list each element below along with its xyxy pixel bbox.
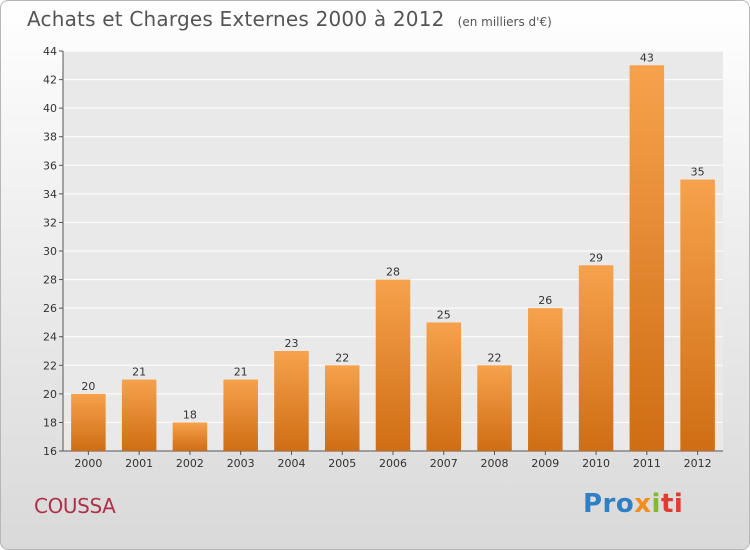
proxiti-logo: Proxiti: [583, 489, 683, 519]
chart-subtitle: (en milliers d'€): [457, 15, 552, 29]
bar: [578, 265, 614, 451]
x-tick-label: 2011: [633, 457, 661, 470]
y-tick-label: 32: [43, 216, 57, 229]
y-tick-label: 30: [43, 245, 57, 258]
x-tick-label: 2000: [74, 457, 102, 470]
bar-value-label: 25: [437, 308, 451, 321]
y-tick-label: 40: [43, 102, 57, 115]
place-name: COUSSA: [34, 494, 116, 518]
bar: [477, 365, 512, 451]
y-tick-label: 24: [43, 331, 57, 344]
bar-value-label: 43: [640, 51, 654, 64]
y-tick-label: 28: [43, 274, 57, 287]
x-tick-label: 2008: [481, 457, 509, 470]
logo-part: ti: [660, 489, 684, 519]
x-tick-label: 2010: [582, 457, 610, 470]
y-tick-label: 16: [43, 445, 57, 458]
bar: [121, 379, 157, 451]
bar: [324, 365, 360, 451]
y-tick-label: 18: [43, 416, 57, 429]
x-tick-label: 2012: [684, 457, 712, 470]
y-tick-label: 20: [43, 388, 57, 401]
bar: [71, 393, 106, 451]
y-tick-label: 26: [43, 302, 57, 315]
bar-value-label: 20: [81, 380, 95, 393]
x-tick-label: 2009: [531, 457, 559, 470]
y-tick-label: 34: [43, 188, 57, 201]
bar: [274, 351, 309, 451]
x-tick-label: 2007: [430, 457, 458, 470]
logo-part: x: [634, 489, 652, 519]
x-tick-label: 2003: [227, 457, 255, 470]
y-tick-label: 36: [43, 159, 57, 172]
y-tick-label: 22: [43, 359, 57, 372]
bar: [172, 422, 208, 451]
logo-part: Pro: [583, 489, 635, 519]
x-tick-label: 2004: [277, 457, 305, 470]
bar: [223, 379, 258, 451]
bar-value-label: 21: [234, 366, 248, 379]
y-tick-label: 38: [43, 131, 57, 144]
x-tick-label: 2005: [328, 457, 356, 470]
bar-value-label: 18: [183, 408, 197, 421]
x-tick-label: 2002: [176, 457, 204, 470]
y-tick-label: 44: [43, 45, 57, 58]
x-tick-label: 2006: [379, 457, 407, 470]
bar-value-label: 26: [538, 294, 552, 307]
bar-value-label: 22: [488, 351, 502, 364]
bar-value-label: 35: [691, 166, 705, 179]
bar: [528, 308, 563, 451]
bar: [629, 65, 665, 452]
chart-header: Achats et Charges Externes 2000 à 2012 (…: [27, 7, 552, 31]
bar-value-label: 29: [589, 251, 603, 264]
bar-value-label: 28: [386, 266, 400, 279]
y-tick-label: 42: [43, 74, 57, 87]
logo-part: i: [651, 489, 661, 519]
bar: [426, 322, 462, 451]
bar-value-label: 22: [335, 351, 349, 364]
bar-value-label: 21: [132, 366, 146, 379]
bar: [375, 279, 411, 451]
chart-title: Achats et Charges Externes 2000 à 2012: [27, 7, 445, 31]
bar: [680, 179, 715, 452]
x-tick-label: 2001: [125, 457, 153, 470]
bar-value-label: 23: [284, 337, 298, 350]
